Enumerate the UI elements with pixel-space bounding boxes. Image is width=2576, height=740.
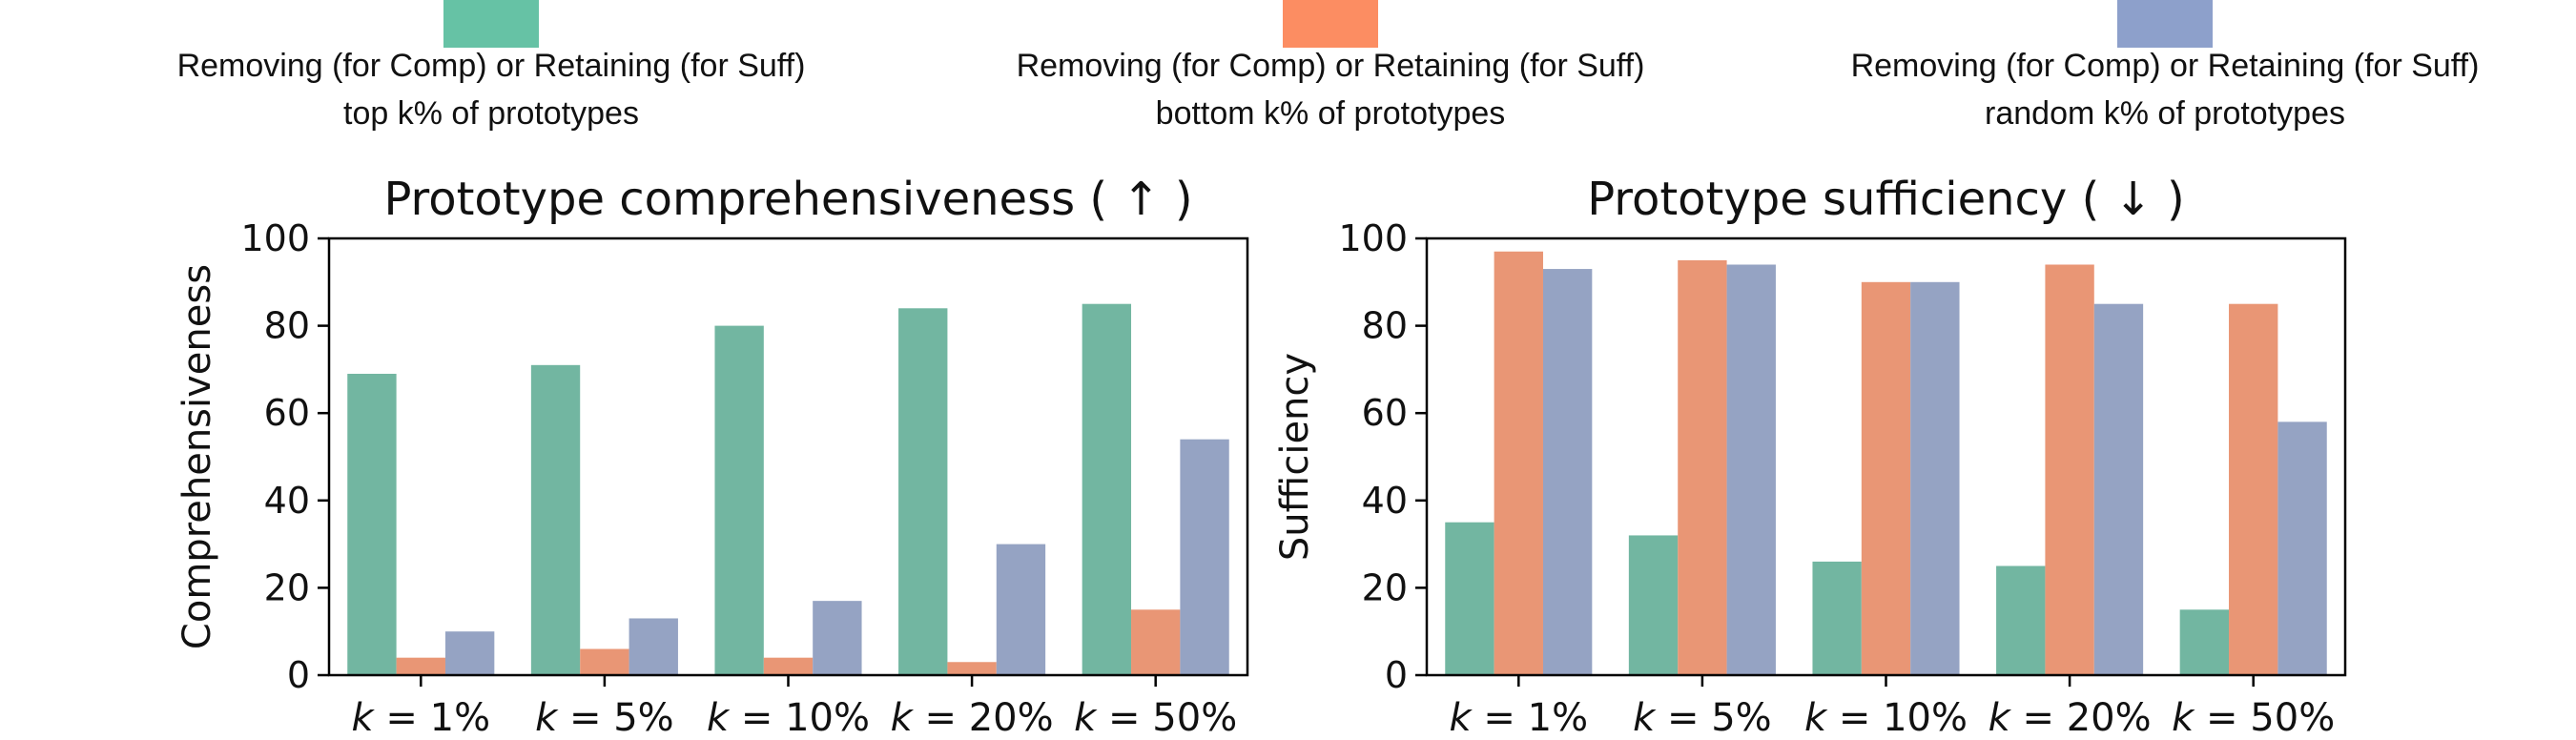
bar [1180,439,1229,675]
bars [1445,251,2327,675]
bar [530,364,581,675]
bar [347,373,397,675]
chart-title: Prototype sufficiency ( ↓ ) [1587,173,2185,226]
x-tick-label: k = 5% [1633,696,1772,740]
legend-entry: Removing (for Comp) or Retaining (for Su… [1017,0,1645,132]
y-tick-label: 80 [1362,305,1408,347]
x-tick-label: k = 10% [707,696,870,740]
y-tick-label: 0 [1385,654,1408,696]
x-tick-label: k = 50% [1074,696,1237,740]
bar [1996,565,2046,675]
legend-entry: Removing (for Comp) or Retaining (for Su… [177,0,806,132]
bar [996,544,1046,675]
x-tick-label: k = 5% [535,696,674,740]
y-tick-label: 60 [1362,392,1408,434]
y-axis-label: Sufficiency [1273,353,1317,561]
x-tick-label: k = 50% [2172,696,2335,740]
bar [1910,281,1960,675]
y-tick-label: 100 [240,217,310,259]
bar [2045,264,2094,675]
legend-label-line1: Removing (for Comp) or Retaining (for Su… [1851,48,2480,84]
bar [1494,251,1543,675]
bar [714,325,764,675]
legend: Removing (for Comp) or Retaining (for Su… [177,0,2480,132]
legend-label-line1: Removing (for Comp) or Retaining (for Su… [177,48,806,84]
bar [1082,303,1132,675]
legend-label-line2: bottom k% of prototypes [1156,95,1506,132]
y-tick-label: 20 [264,566,310,608]
y-tick-label: 0 [287,654,310,696]
bar [2179,609,2230,675]
legend-label-line1: Removing (for Comp) or Retaining (for Su… [1017,48,1645,84]
bar [1726,264,1776,675]
legend-swatch [2117,0,2213,48]
bar [947,662,997,675]
x-tick-label: k = 20% [1989,696,2152,740]
bar [763,657,814,675]
bar [2093,303,2144,675]
sufficiency-chart: Prototype sufficiency ( ↓ ) Sufficiency 0 2… [1273,173,2347,740]
bar [1542,269,1593,675]
x-tick-label: k = 1% [1450,696,1589,740]
y-tick-label: 40 [1362,480,1408,522]
bar [396,657,445,675]
bar [1445,522,1494,675]
y-tick-label: 40 [264,480,310,522]
bar [1628,535,1679,675]
x-tick-label: k = 10% [1804,696,1968,740]
bar [444,631,495,675]
chart-title: Prototype comprehensiveness ( ↑ ) [383,173,1192,226]
y-tick-label: 80 [264,305,310,347]
bar [1678,259,1727,675]
bar [1861,281,1911,675]
bar [813,601,862,675]
bar [2229,303,2278,675]
comprehensiveness-chart: Prototype comprehensiveness ( ↑ ) Compreh… [175,173,1249,740]
legend-swatch [1283,0,1378,48]
legend-entry: Removing (for Comp) or Retaining (for Su… [1851,0,2480,132]
legend-swatch [443,0,539,48]
legend-label-line2: top k% of prototypes [343,95,639,132]
bars [347,303,1229,675]
bar [2277,421,2327,675]
bar [629,618,678,675]
y-axis-label: Comprehensiveness [175,264,219,649]
bar [1812,561,1862,675]
bar [580,648,629,675]
y-tick-label: 60 [264,392,310,434]
y-tick-label: 20 [1362,566,1408,608]
y-tick-label: 100 [1338,217,1408,259]
legend-label-line2: random k% of prototypes [1985,95,2345,132]
x-tick-label: k = 1% [352,696,491,740]
bar [1131,609,1181,675]
x-tick-label: k = 20% [891,696,1054,740]
bar [898,308,948,675]
